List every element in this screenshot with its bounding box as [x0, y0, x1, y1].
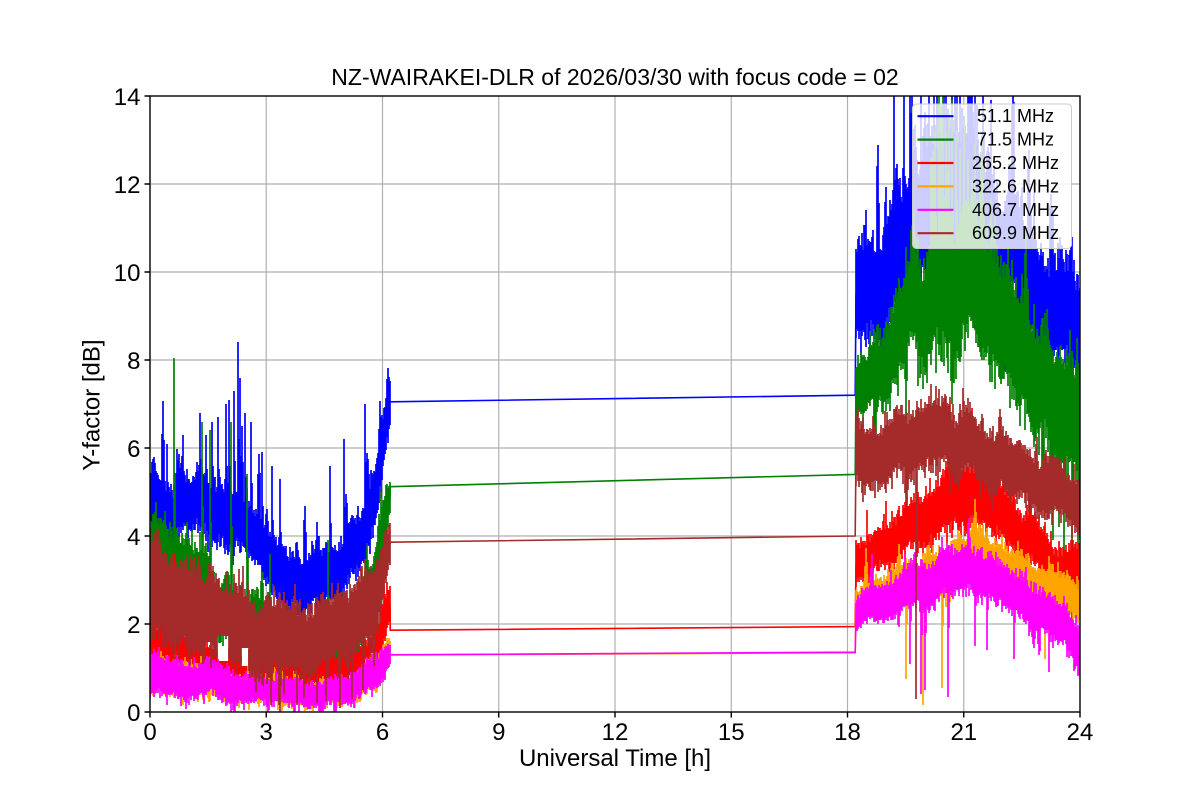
svg-text:71.5 MHz: 71.5 MHz: [972, 130, 1054, 150]
svg-text:24: 24: [1067, 719, 1094, 746]
svg-text:18: 18: [834, 719, 861, 746]
svg-text:0: 0: [127, 700, 140, 727]
svg-text:0: 0: [143, 719, 156, 746]
svg-text:265.2 MHz: 265.2 MHz: [972, 153, 1059, 173]
svg-text:6: 6: [127, 436, 140, 463]
svg-text:Y-factor [dB]: Y-factor [dB]: [78, 339, 105, 470]
svg-text:8: 8: [127, 348, 140, 375]
svg-text:9: 9: [492, 719, 505, 746]
svg-text:3: 3: [260, 719, 273, 746]
svg-text:Universal Time [h]: Universal Time [h]: [519, 745, 711, 772]
svg-text:14: 14: [114, 84, 141, 111]
svg-text:15: 15: [718, 719, 745, 746]
svg-text:609.9 MHz: 609.9 MHz: [972, 223, 1059, 243]
svg-text:406.7 MHz: 406.7 MHz: [972, 200, 1059, 220]
svg-text:12: 12: [114, 172, 141, 199]
svg-text:2: 2: [127, 612, 140, 639]
svg-text:21: 21: [950, 719, 977, 746]
svg-text:51.1 MHz: 51.1 MHz: [972, 106, 1054, 126]
svg-text:10: 10: [114, 260, 141, 287]
svg-text:12: 12: [602, 719, 629, 746]
svg-text:NZ-WAIRAKEI-DLR of 2026/03/30: NZ-WAIRAKEI-DLR of 2026/03/30 with focus…: [331, 64, 898, 90]
svg-text:322.6 MHz: 322.6 MHz: [972, 176, 1059, 196]
svg-text:6: 6: [376, 719, 389, 746]
svg-text:4: 4: [127, 524, 140, 551]
